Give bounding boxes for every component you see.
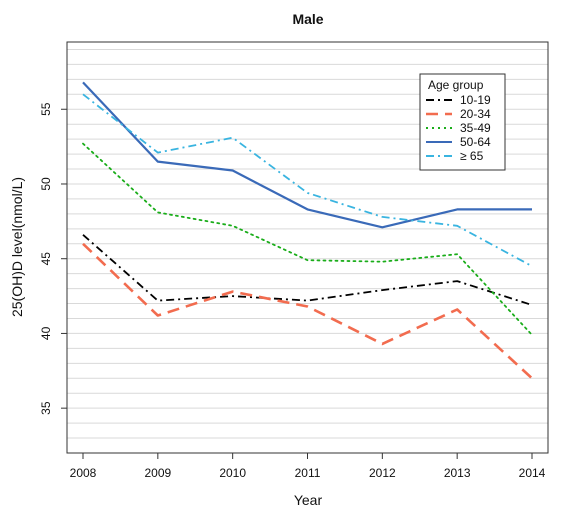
series-lines — [82, 81, 533, 380]
series-line-4 — [82, 81, 532, 229]
legend-label: ≥ 65 — [460, 149, 484, 163]
x-axis: 2008 2009 2010 2011 2012 2013 2014 — [70, 453, 546, 480]
x-tick-label: 2012 — [369, 466, 396, 480]
x-tick-label: 2013 — [444, 466, 471, 480]
series-line-5 — [82, 93, 533, 267]
series-line-1 — [82, 234, 533, 306]
y-tick-label: 35 — [39, 401, 53, 415]
legend-label: 20-34 — [460, 107, 491, 121]
series-line-3 — [82, 142, 533, 336]
y-tick-label: 45 — [39, 252, 53, 266]
y-axis: 35 40 45 50 55 — [39, 102, 67, 415]
y-tick-label: 50 — [39, 177, 53, 191]
x-tick-label: 2008 — [70, 466, 97, 480]
y-tick-label: 40 — [39, 326, 53, 340]
y-tick-label: 55 — [39, 102, 53, 116]
y-axis-label: 25(OH)D level(nmol/L) — [9, 177, 25, 317]
legend-title: Age group — [428, 78, 484, 92]
legend-box — [419, 73, 506, 171]
chart-title: Male — [292, 11, 323, 27]
series-line-2 — [82, 242, 533, 380]
x-tick-label: 2010 — [219, 466, 246, 480]
legend-label: 35-49 — [460, 121, 491, 135]
x-tick-label: 2009 — [144, 466, 171, 480]
legend-label: 10-19 — [460, 93, 491, 107]
x-axis-label: Year — [294, 492, 323, 507]
x-tick-label: 2011 — [295, 466, 321, 480]
legend-label: 50-64 — [460, 135, 491, 149]
x-tick-label: 2014 — [519, 466, 546, 480]
